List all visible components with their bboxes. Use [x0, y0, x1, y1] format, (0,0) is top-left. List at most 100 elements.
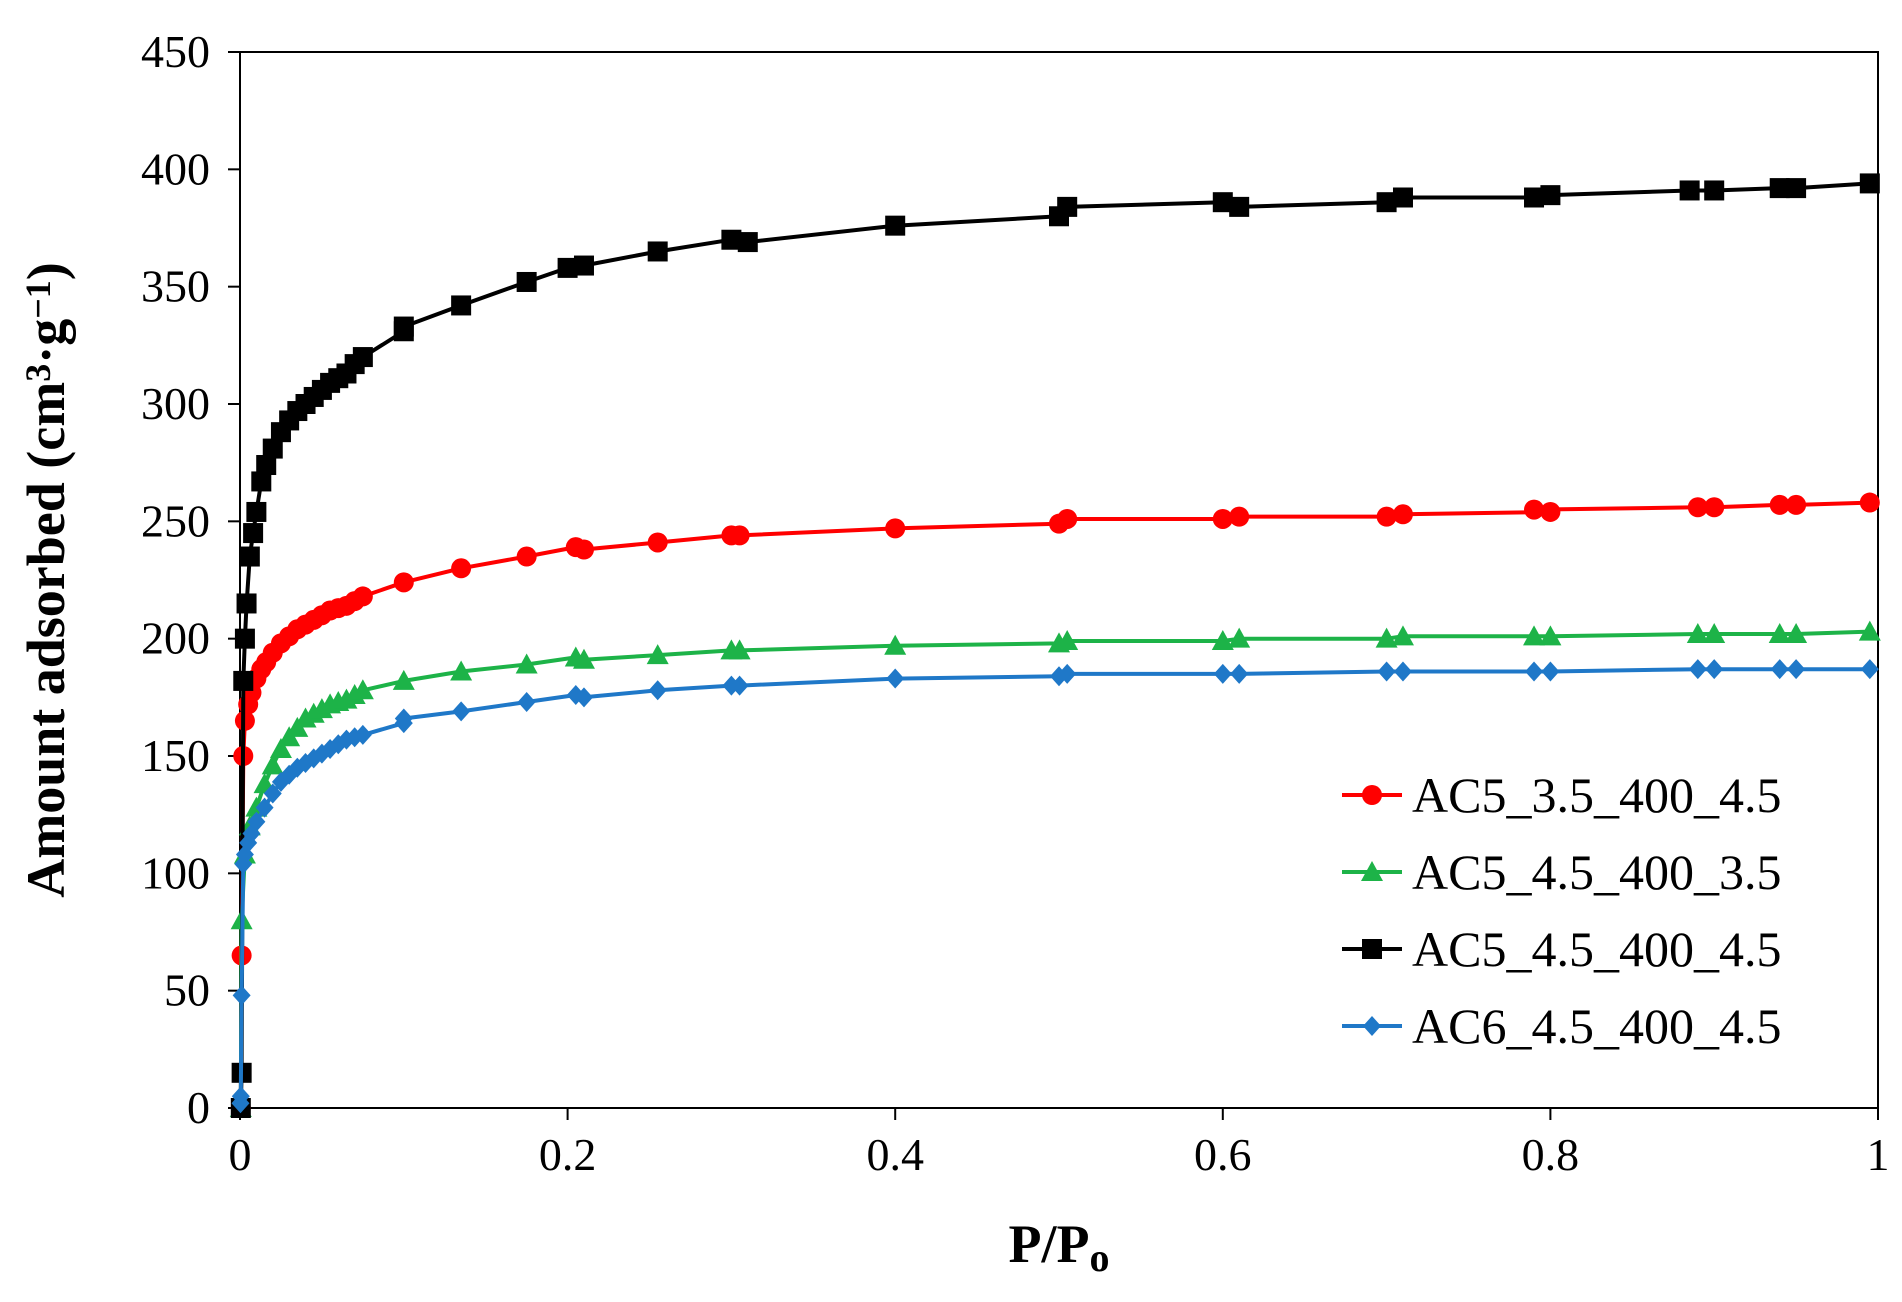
- legend-marker: [1362, 785, 1382, 805]
- data-point: [1057, 196, 1078, 217]
- data-point: [1391, 625, 1414, 646]
- x-axis-title-subscript: o: [1089, 1235, 1109, 1280]
- x-axis-title: P/Po: [1009, 1214, 1110, 1280]
- data-point: [246, 501, 267, 522]
- data-point: [1376, 506, 1397, 527]
- legend-item: AC5_4.5_400_3.5: [1342, 844, 1781, 900]
- data-point: [1229, 196, 1250, 217]
- data-point: [728, 639, 751, 660]
- data-point: [516, 271, 537, 292]
- data-point: [1705, 659, 1724, 680]
- x-tick-label: 0.4: [866, 1129, 924, 1180]
- data-point: [352, 347, 373, 368]
- data-point: [1769, 178, 1790, 199]
- legend-label: AC5_4.5_400_3.5: [1412, 844, 1781, 900]
- data-point: [251, 471, 272, 492]
- data-point: [730, 675, 749, 696]
- plot-area-border: [239, 51, 1879, 1109]
- data-point: [452, 701, 471, 722]
- data-point: [236, 593, 257, 614]
- data-point: [647, 532, 668, 553]
- data-point: [1524, 187, 1545, 208]
- data-point: [884, 634, 907, 655]
- series-diamond: [231, 659, 1879, 1114]
- data-point: [885, 518, 906, 539]
- data-point: [239, 546, 260, 567]
- data-point: [721, 229, 742, 250]
- data-point: [1786, 178, 1807, 199]
- data-point: [451, 295, 472, 316]
- series-layer: [229, 173, 1881, 1118]
- y-axis-title: Amount adsorbed (cm3·g−1): [16, 262, 76, 898]
- data-point: [646, 644, 669, 665]
- data-point: [1228, 627, 1251, 648]
- y-tick-label: 100: [141, 847, 210, 898]
- data-point: [1785, 622, 1808, 643]
- data-point: [1524, 499, 1545, 520]
- data-point: [353, 724, 372, 745]
- data-point: [450, 660, 473, 681]
- data-point: [1212, 192, 1233, 213]
- data-point: [262, 438, 283, 459]
- data-point: [647, 241, 668, 262]
- y-tick-label: 150: [141, 730, 210, 781]
- data-point: [1786, 494, 1807, 515]
- data-point: [1860, 659, 1879, 680]
- data-point: [517, 692, 536, 713]
- data-point: [1212, 508, 1233, 529]
- data-point: [557, 257, 578, 278]
- data-point: [232, 985, 251, 1006]
- data-point: [1703, 622, 1726, 643]
- data-point: [1540, 185, 1561, 206]
- data-point: [1057, 508, 1078, 529]
- axis-ticks: 0 0.2 0.4 0.6 0.8 1 0 50 100 150 200 250 300 350 400 45…: [141, 26, 1890, 1180]
- data-point: [393, 572, 414, 593]
- data-point: [1393, 661, 1412, 682]
- data-point: [1859, 492, 1880, 513]
- data-point: [451, 558, 472, 579]
- legend-item: AC6_4.5_400_4.5: [1342, 998, 1781, 1054]
- data-point: [256, 455, 277, 476]
- data-point: [247, 811, 266, 832]
- data-point: [1541, 661, 1560, 682]
- x-tick-label: 0.2: [539, 1129, 597, 1180]
- data-point: [729, 525, 750, 546]
- x-tick-label: 1: [1867, 1129, 1890, 1180]
- legend-marker: [1362, 939, 1382, 959]
- y-tick-label: 200: [141, 613, 210, 664]
- data-point: [1056, 630, 1079, 651]
- data-point: [1859, 173, 1880, 194]
- data-point: [1704, 180, 1725, 201]
- series-circle: [230, 492, 1880, 1118]
- y-tick-label: 450: [141, 26, 210, 77]
- y-tick-label: 300: [141, 378, 210, 429]
- data-point: [1523, 625, 1546, 646]
- data-point: [255, 797, 274, 818]
- data-point: [243, 523, 264, 544]
- data-point: [1704, 497, 1725, 518]
- legend: AC5_3.5_400_4.5 AC5_4.5_400_3.5 AC5_4.5_40…: [1342, 767, 1781, 1054]
- data-point: [1770, 659, 1789, 680]
- x-tick-label: 0: [229, 1129, 252, 1180]
- legend-item: AC5_4.5_400_4.5: [1342, 921, 1781, 977]
- y-tick-label: 400: [141, 143, 210, 194]
- data-point: [234, 628, 255, 649]
- data-point: [1768, 622, 1791, 643]
- data-point: [393, 316, 414, 337]
- data-point: [263, 783, 282, 804]
- data-point: [648, 680, 667, 701]
- data-point: [1376, 192, 1397, 213]
- data-point: [1540, 501, 1561, 522]
- data-point: [1539, 625, 1562, 646]
- y-tick-label: 250: [141, 495, 210, 546]
- data-point: [1213, 663, 1232, 684]
- data-point: [1687, 497, 1708, 518]
- data-point: [1375, 627, 1398, 648]
- data-point: [1229, 506, 1250, 527]
- x-tick-label: 0.6: [1194, 1129, 1252, 1180]
- data-point: [1858, 620, 1881, 641]
- data-point: [1787, 659, 1806, 680]
- data-point: [1686, 622, 1709, 643]
- legend-label: AC5_4.5_400_4.5: [1412, 921, 1781, 977]
